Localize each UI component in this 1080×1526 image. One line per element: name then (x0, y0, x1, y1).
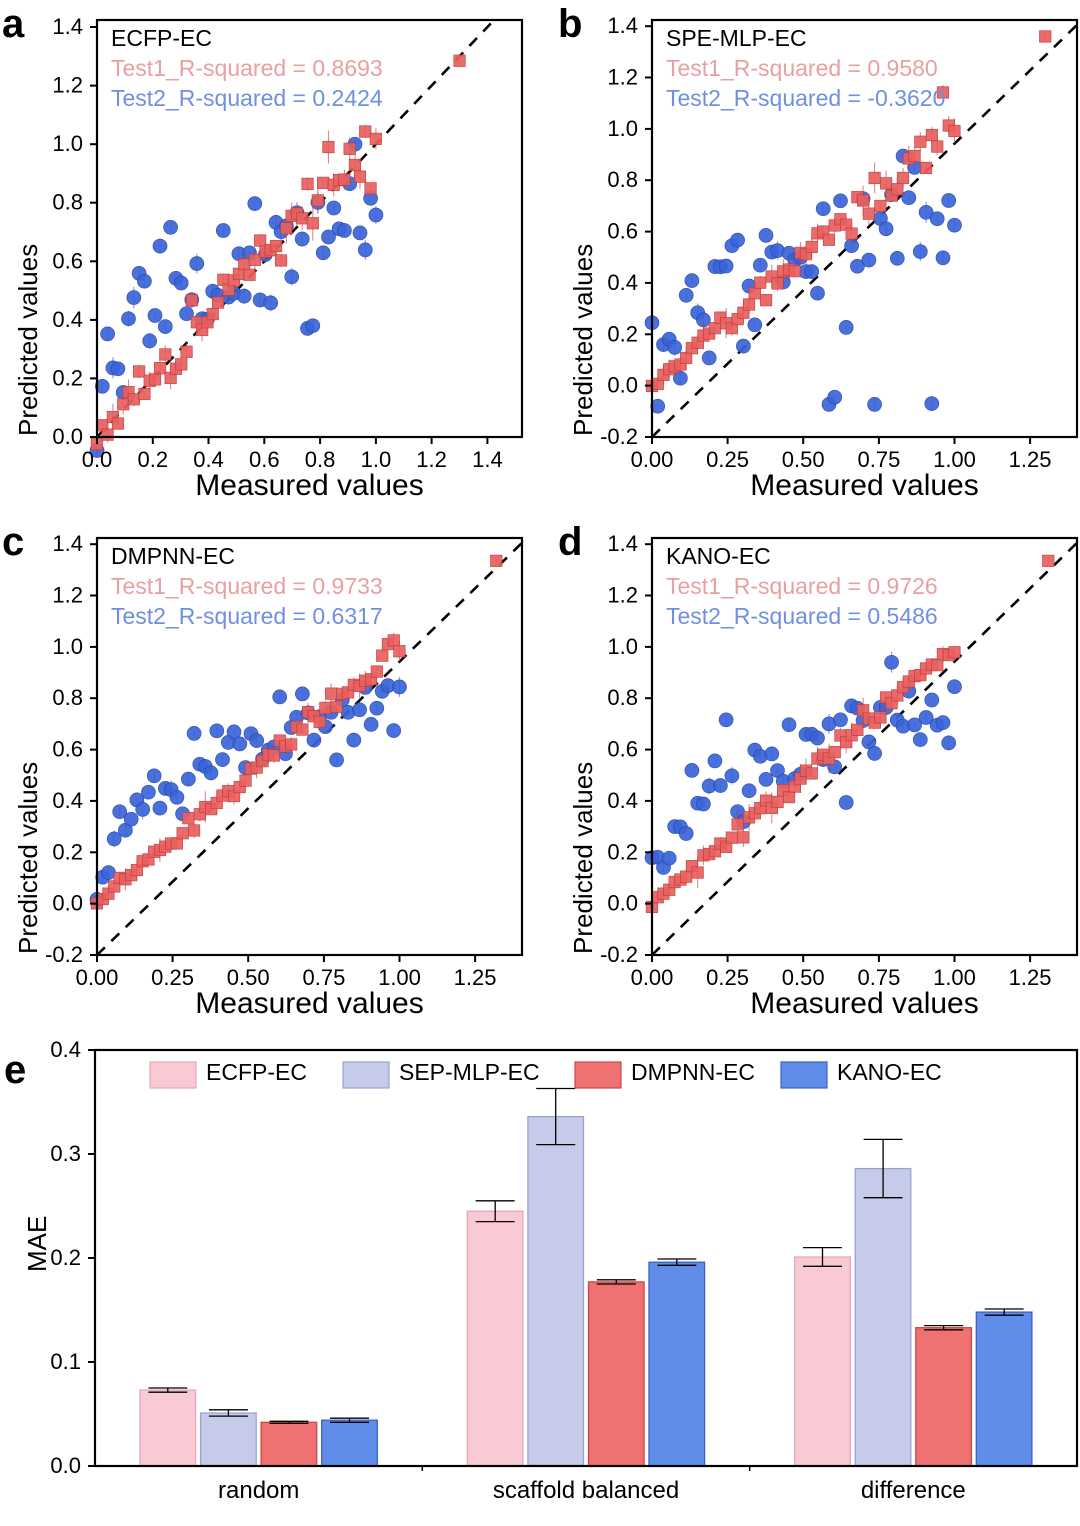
svg-text:0.4: 0.4 (50, 1037, 81, 1062)
svg-text:KANO-EC: KANO-EC (837, 1059, 942, 1085)
svg-text:DMPNN-EC: DMPNN-EC (631, 1059, 755, 1085)
svg-text:random: random (218, 1477, 299, 1504)
svg-text:0.1: 0.1 (50, 1349, 81, 1374)
svg-text:0.3: 0.3 (50, 1141, 81, 1166)
svg-text:0.2: 0.2 (50, 1245, 81, 1270)
svg-text:ECFP-EC: ECFP-EC (206, 1059, 307, 1085)
svg-text:SEP-MLP-EC: SEP-MLP-EC (399, 1059, 540, 1085)
svg-text:scaffold balanced: scaffold balanced (493, 1477, 679, 1504)
svg-text:difference: difference (861, 1477, 966, 1504)
svg-text:0.0: 0.0 (50, 1453, 81, 1478)
